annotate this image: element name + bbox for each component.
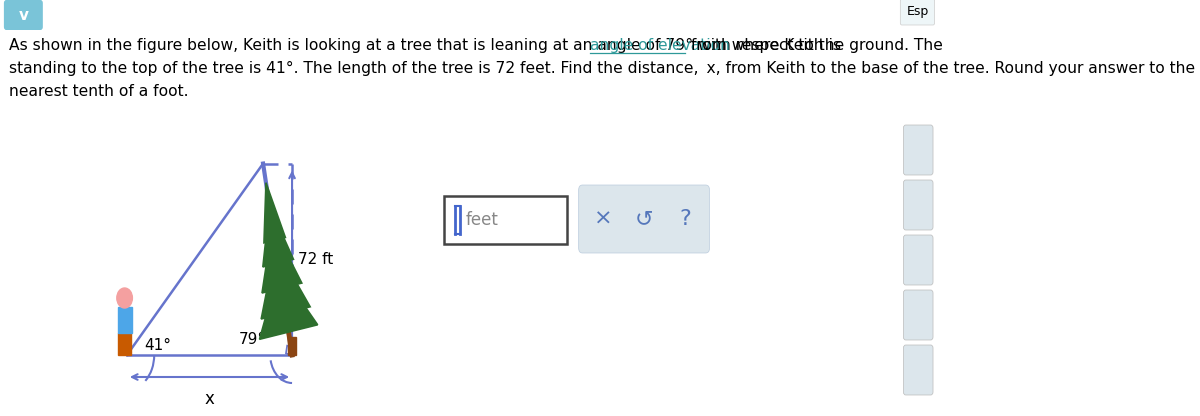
Polygon shape (119, 333, 131, 355)
Text: standing to the top of the tree is 41°. The length of the tree is 72 feet. Find : standing to the top of the tree is 41°. … (10, 61, 1195, 76)
Polygon shape (262, 225, 301, 293)
Polygon shape (264, 183, 286, 243)
Text: ×: × (594, 209, 612, 229)
FancyBboxPatch shape (904, 290, 934, 340)
Polygon shape (118, 307, 132, 333)
Text: 41°: 41° (144, 337, 172, 352)
Text: v: v (18, 7, 29, 22)
FancyBboxPatch shape (4, 0, 43, 30)
FancyBboxPatch shape (904, 125, 934, 175)
Text: ↺: ↺ (635, 209, 653, 229)
Text: nearest tenth of a foot.: nearest tenth of a foot. (10, 84, 188, 99)
Text: Esp: Esp (906, 5, 929, 18)
Polygon shape (288, 337, 296, 355)
FancyBboxPatch shape (578, 185, 709, 253)
Text: 72 ft: 72 ft (299, 252, 334, 267)
Text: 79°: 79° (239, 332, 266, 347)
FancyBboxPatch shape (444, 196, 566, 244)
Circle shape (116, 288, 132, 308)
FancyBboxPatch shape (904, 235, 934, 285)
Polygon shape (259, 269, 318, 339)
Text: x: x (204, 390, 215, 408)
Polygon shape (263, 206, 294, 267)
FancyBboxPatch shape (900, 0, 935, 25)
Text: As shown in the figure below, Keith is looking at a tree that is leaning at an a: As shown in the figure below, Keith is l… (10, 38, 948, 53)
Text: angle of elevation: angle of elevation (589, 38, 730, 53)
FancyBboxPatch shape (904, 345, 934, 395)
Polygon shape (262, 246, 310, 319)
Text: feet: feet (466, 211, 499, 229)
Text: from where Keith is: from where Keith is (686, 38, 841, 53)
FancyBboxPatch shape (904, 180, 934, 230)
Text: ?: ? (679, 209, 691, 229)
